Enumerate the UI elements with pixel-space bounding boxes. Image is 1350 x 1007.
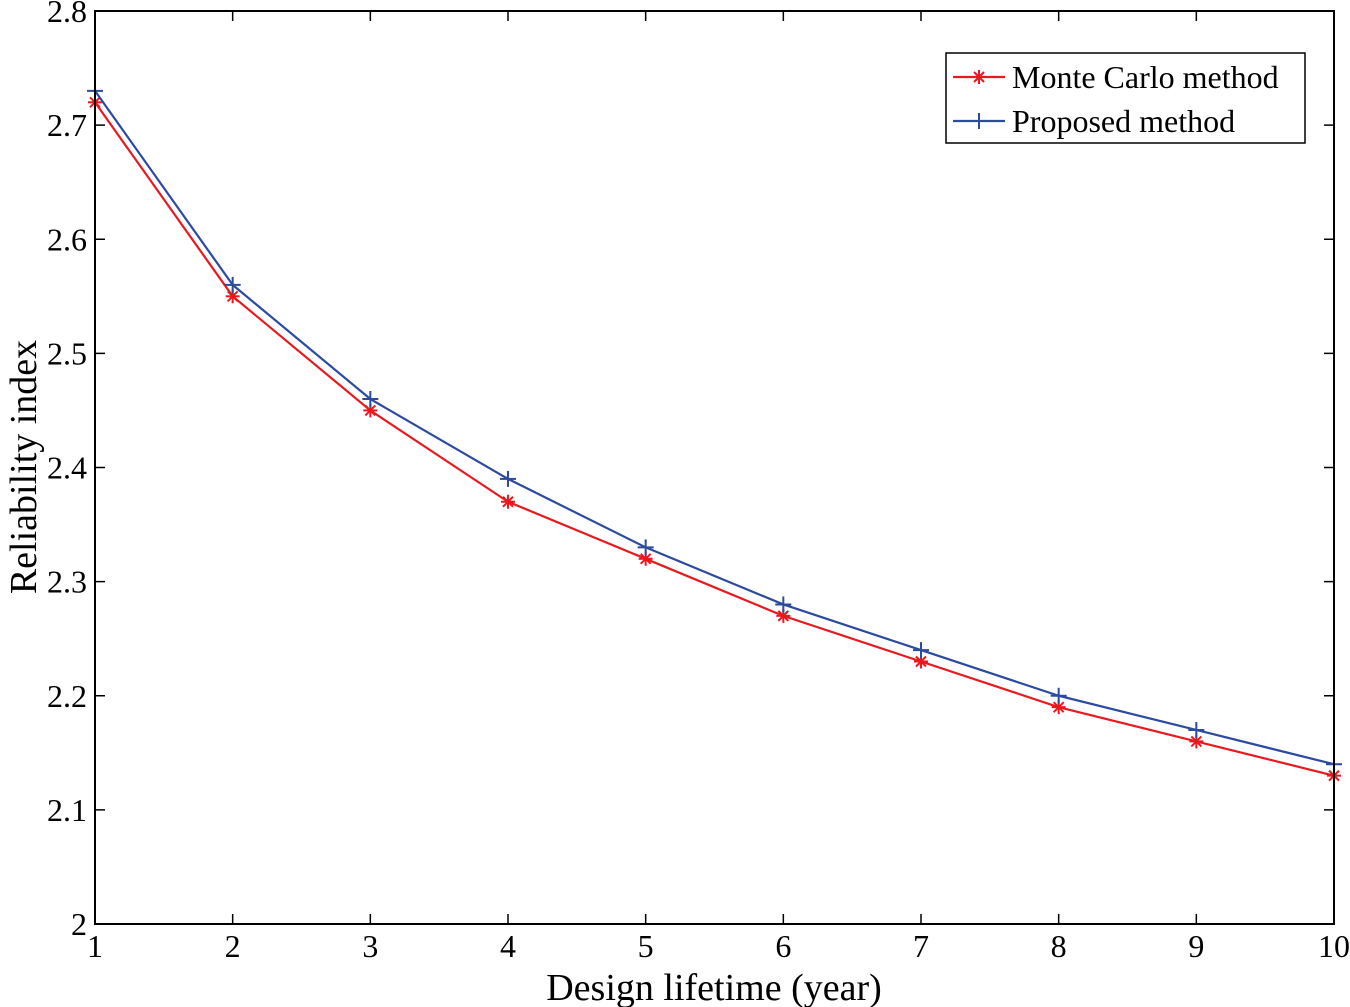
data-point [501, 494, 515, 509]
y-tick-label: 2.4 [47, 450, 87, 486]
x-axis-label: Design lifetime (year) [546, 967, 882, 1007]
y-axis: 2 2.1 2.2 2.3 2.4 2.5 2.6 2.7 2.8 [47, 0, 1334, 942]
legend: Monte Carlo method Proposed method [945, 52, 1306, 144]
legend-marker [972, 70, 986, 84]
legend-box [945, 52, 1306, 144]
x-tick-label: 1 [87, 928, 103, 964]
legend-label: Monte Carlo method [1012, 59, 1279, 95]
x-tick-label: 10 [1318, 928, 1350, 964]
x-tick-label: 3 [362, 928, 378, 964]
y-axis-label: Reliability index [3, 340, 45, 594]
data-point [500, 470, 516, 487]
data-point [1188, 721, 1205, 738]
y-tick-label: 2.3 [47, 564, 87, 600]
legend-entry: Monte Carlo method [953, 59, 1279, 95]
plot-area [95, 11, 1334, 924]
y-tick-label: 2.2 [47, 678, 87, 714]
x-axis: 1 2 3 4 5 6 7 8 9 10 [87, 11, 1350, 964]
data-point [775, 596, 792, 613]
x-tick-label: 4 [500, 928, 516, 964]
legend-entries: Monte Carlo method Proposed method [953, 59, 1279, 139]
data-point [776, 608, 791, 623]
legend-label: Proposed method [1012, 103, 1235, 139]
data-point [1050, 687, 1067, 704]
series-line [94, 90, 1335, 766]
y-tick-label: 2.7 [47, 107, 87, 143]
y-tick-label: 2.5 [47, 335, 87, 371]
x-tick-label: 2 [225, 928, 241, 964]
series-line [94, 101, 1335, 777]
y-tick-label: 2 [71, 906, 87, 942]
legend-marker [971, 113, 987, 129]
y-tick-label: 2.6 [47, 221, 87, 257]
data-point [913, 642, 929, 659]
legend-entry: Proposed method [953, 103, 1235, 139]
y-tick-label: 2.8 [47, 0, 87, 29]
y-tick-label: 2.1 [47, 792, 87, 828]
data-point [224, 276, 241, 293]
data-point [1189, 734, 1204, 749]
data-point [637, 539, 654, 556]
x-tick-label: 7 [913, 928, 929, 964]
x-tick-label: 6 [775, 928, 791, 964]
x-tick-label: 9 [1188, 928, 1204, 964]
x-tick-label: 8 [1051, 928, 1067, 964]
data-point [362, 391, 379, 408]
x-tick-label: 5 [638, 928, 654, 964]
